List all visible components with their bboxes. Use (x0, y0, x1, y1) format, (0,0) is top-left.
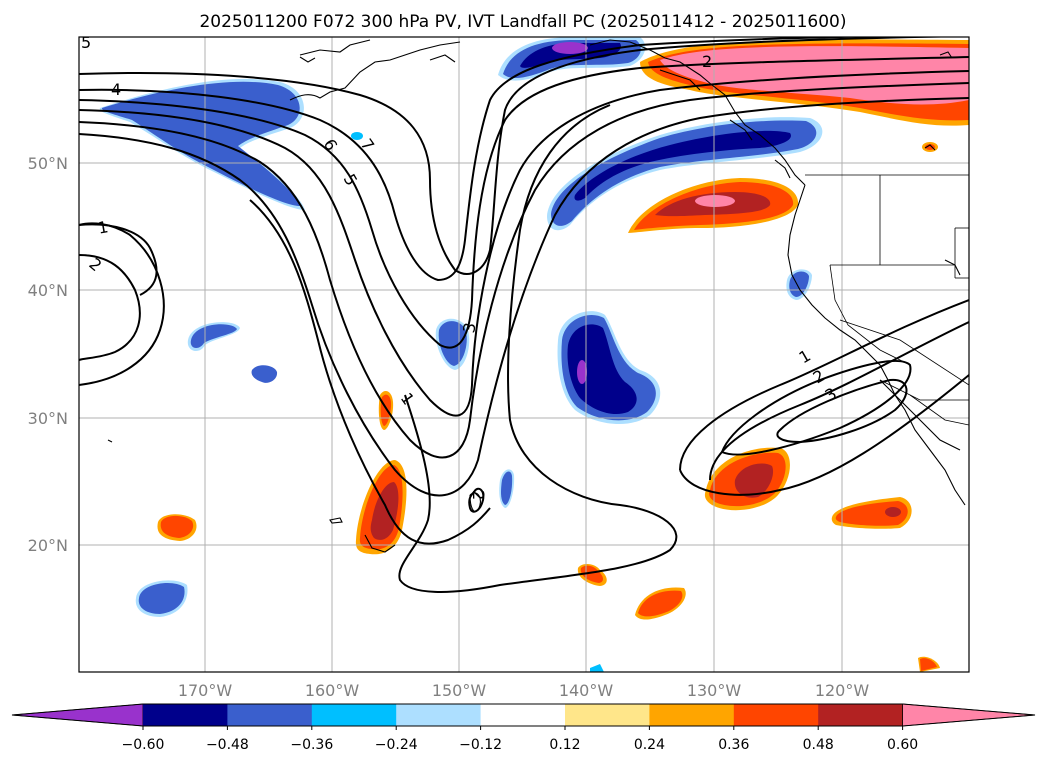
pv-negative-anomalies (99, 37, 823, 672)
colorbar-bin (480, 704, 566, 726)
latitude-labels: 50°N 40°N 30°N 20°N (28, 154, 68, 555)
contour-label: 5 (81, 33, 91, 52)
colorbar-bins (11, 703, 1036, 727)
contour-label: 2 (469, 490, 488, 500)
map-frame (78, 36, 970, 673)
lon-label-130w: 130°W (687, 681, 742, 700)
colorbar-tick-label: 0.24 (634, 737, 665, 753)
lat-label-30n: 30°N (28, 409, 68, 428)
colorbar-tick-label: −0.24 (375, 737, 418, 753)
colorbar-tick-label: 0.36 (718, 737, 749, 753)
colorbar-bin (396, 704, 482, 726)
colorbar-tick-label: 0.60 (887, 737, 918, 753)
contour-label: 4 (111, 80, 121, 99)
colorbar-tick-label: −0.12 (459, 737, 502, 753)
colorbar-tick-label: −0.48 (206, 737, 249, 753)
lat-label-50n: 50°N (28, 154, 68, 173)
colorbar-bin (649, 704, 735, 726)
colorbar-tick-label: −0.60 (122, 737, 165, 753)
boundaries (805, 174, 969, 426)
lon-label-120w: 120°W (815, 681, 870, 700)
map-panel: 4 6 7 5 2 1 2 3 1 2 1 2 3 5 (79, 33, 969, 672)
lat-label-20n: 20°N (28, 536, 68, 555)
lon-label-170w: 170°W (178, 681, 233, 700)
lon-label-150w: 150°W (432, 681, 487, 700)
colorbar-tick-label: 0.12 (549, 737, 580, 753)
longitude-labels: 170°W 160°W 150°W 140°W 130°W 120°W (178, 681, 870, 700)
colorbar-tick-label: −0.36 (290, 737, 333, 753)
colorbar-bin (565, 704, 650, 726)
map-title: 2025011200 F072 300 hPa PV, IVT Landfall… (199, 12, 846, 32)
lon-label-160w: 160°W (305, 681, 360, 700)
contour-label: 3 (459, 321, 479, 334)
contour-label: 2 (702, 52, 712, 71)
lat-label-40n: 40°N (28, 281, 68, 300)
colorbar-bin (227, 704, 313, 726)
colorbar-bin (311, 704, 397, 726)
ivt-contours (79, 37, 969, 593)
colorbar-extend-high (902, 703, 1036, 727)
colorbar-bin (818, 704, 904, 726)
contour-label: 1 (96, 217, 109, 237)
colorbar-bin (143, 704, 228, 726)
colorbar-bin (733, 704, 819, 726)
colorbar: −0.60 −0.48 −0.36 −0.24 −0.12 0.12 0.24 0.36 0.4… (11, 703, 1036, 753)
lon-label-140w: 140°W (559, 681, 614, 700)
colorbar-extend-low (11, 703, 144, 727)
colorbar-ticks: −0.60 −0.48 −0.36 −0.24 −0.12 0.12 0.24 0.36 0.4… (122, 726, 918, 753)
colorbar-tick-label: 0.48 (803, 737, 834, 753)
graticule (79, 37, 969, 672)
